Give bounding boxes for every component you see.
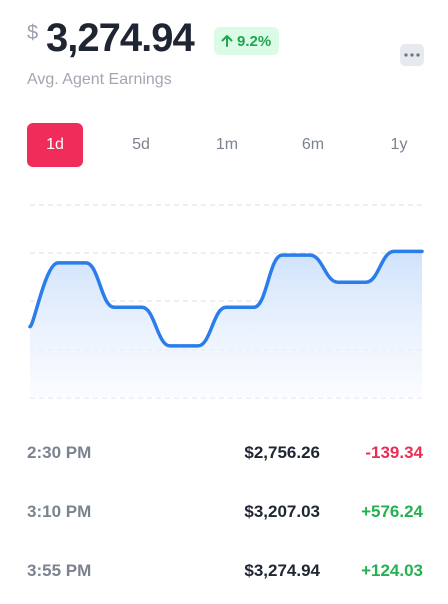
amount: $3,274.94 xyxy=(244,561,320,580)
change: +576.24 xyxy=(361,502,423,521)
amount: $2,756.26 xyxy=(244,443,320,462)
change: +124.03 xyxy=(361,561,423,580)
subtitle: Avg. Agent Earnings xyxy=(27,71,172,88)
range-tab[interactable]: 5d xyxy=(132,136,150,153)
line xyxy=(28,249,424,348)
change-badge: 9.2% xyxy=(214,27,280,55)
change-value: 9.2% xyxy=(237,32,272,50)
chart xyxy=(28,204,424,399)
time: 3:55 PM xyxy=(27,561,92,580)
amount: $3,207.03 xyxy=(244,502,320,521)
currency-symbol: $ xyxy=(27,22,39,44)
time: 3:10 PM xyxy=(27,502,92,521)
range-tabs: 1d 5d 1m 6m 1y xyxy=(27,123,427,167)
table-row: 2:30 PM $2,756.26 -139.34 xyxy=(27,443,423,467)
table-row: 3:55 PM $3,274.94 +124.03 xyxy=(27,561,423,585)
range-tab[interactable]: 1m xyxy=(215,136,239,153)
range-tab[interactable]: 1d xyxy=(27,123,83,167)
area xyxy=(30,251,422,398)
menu-button[interactable] xyxy=(400,44,424,66)
change: -139.34 xyxy=(365,443,423,462)
time: 2:30 PM xyxy=(27,443,92,462)
dots-icon xyxy=(404,53,420,57)
up-arrow xyxy=(221,35,233,47)
amount: 3,274.94 xyxy=(46,16,195,60)
table-row: 3:10 PM $3,207.03 +576.24 xyxy=(27,502,423,526)
range-tab[interactable]: 6m xyxy=(301,136,325,153)
range-tab[interactable]: 1y xyxy=(390,136,408,153)
